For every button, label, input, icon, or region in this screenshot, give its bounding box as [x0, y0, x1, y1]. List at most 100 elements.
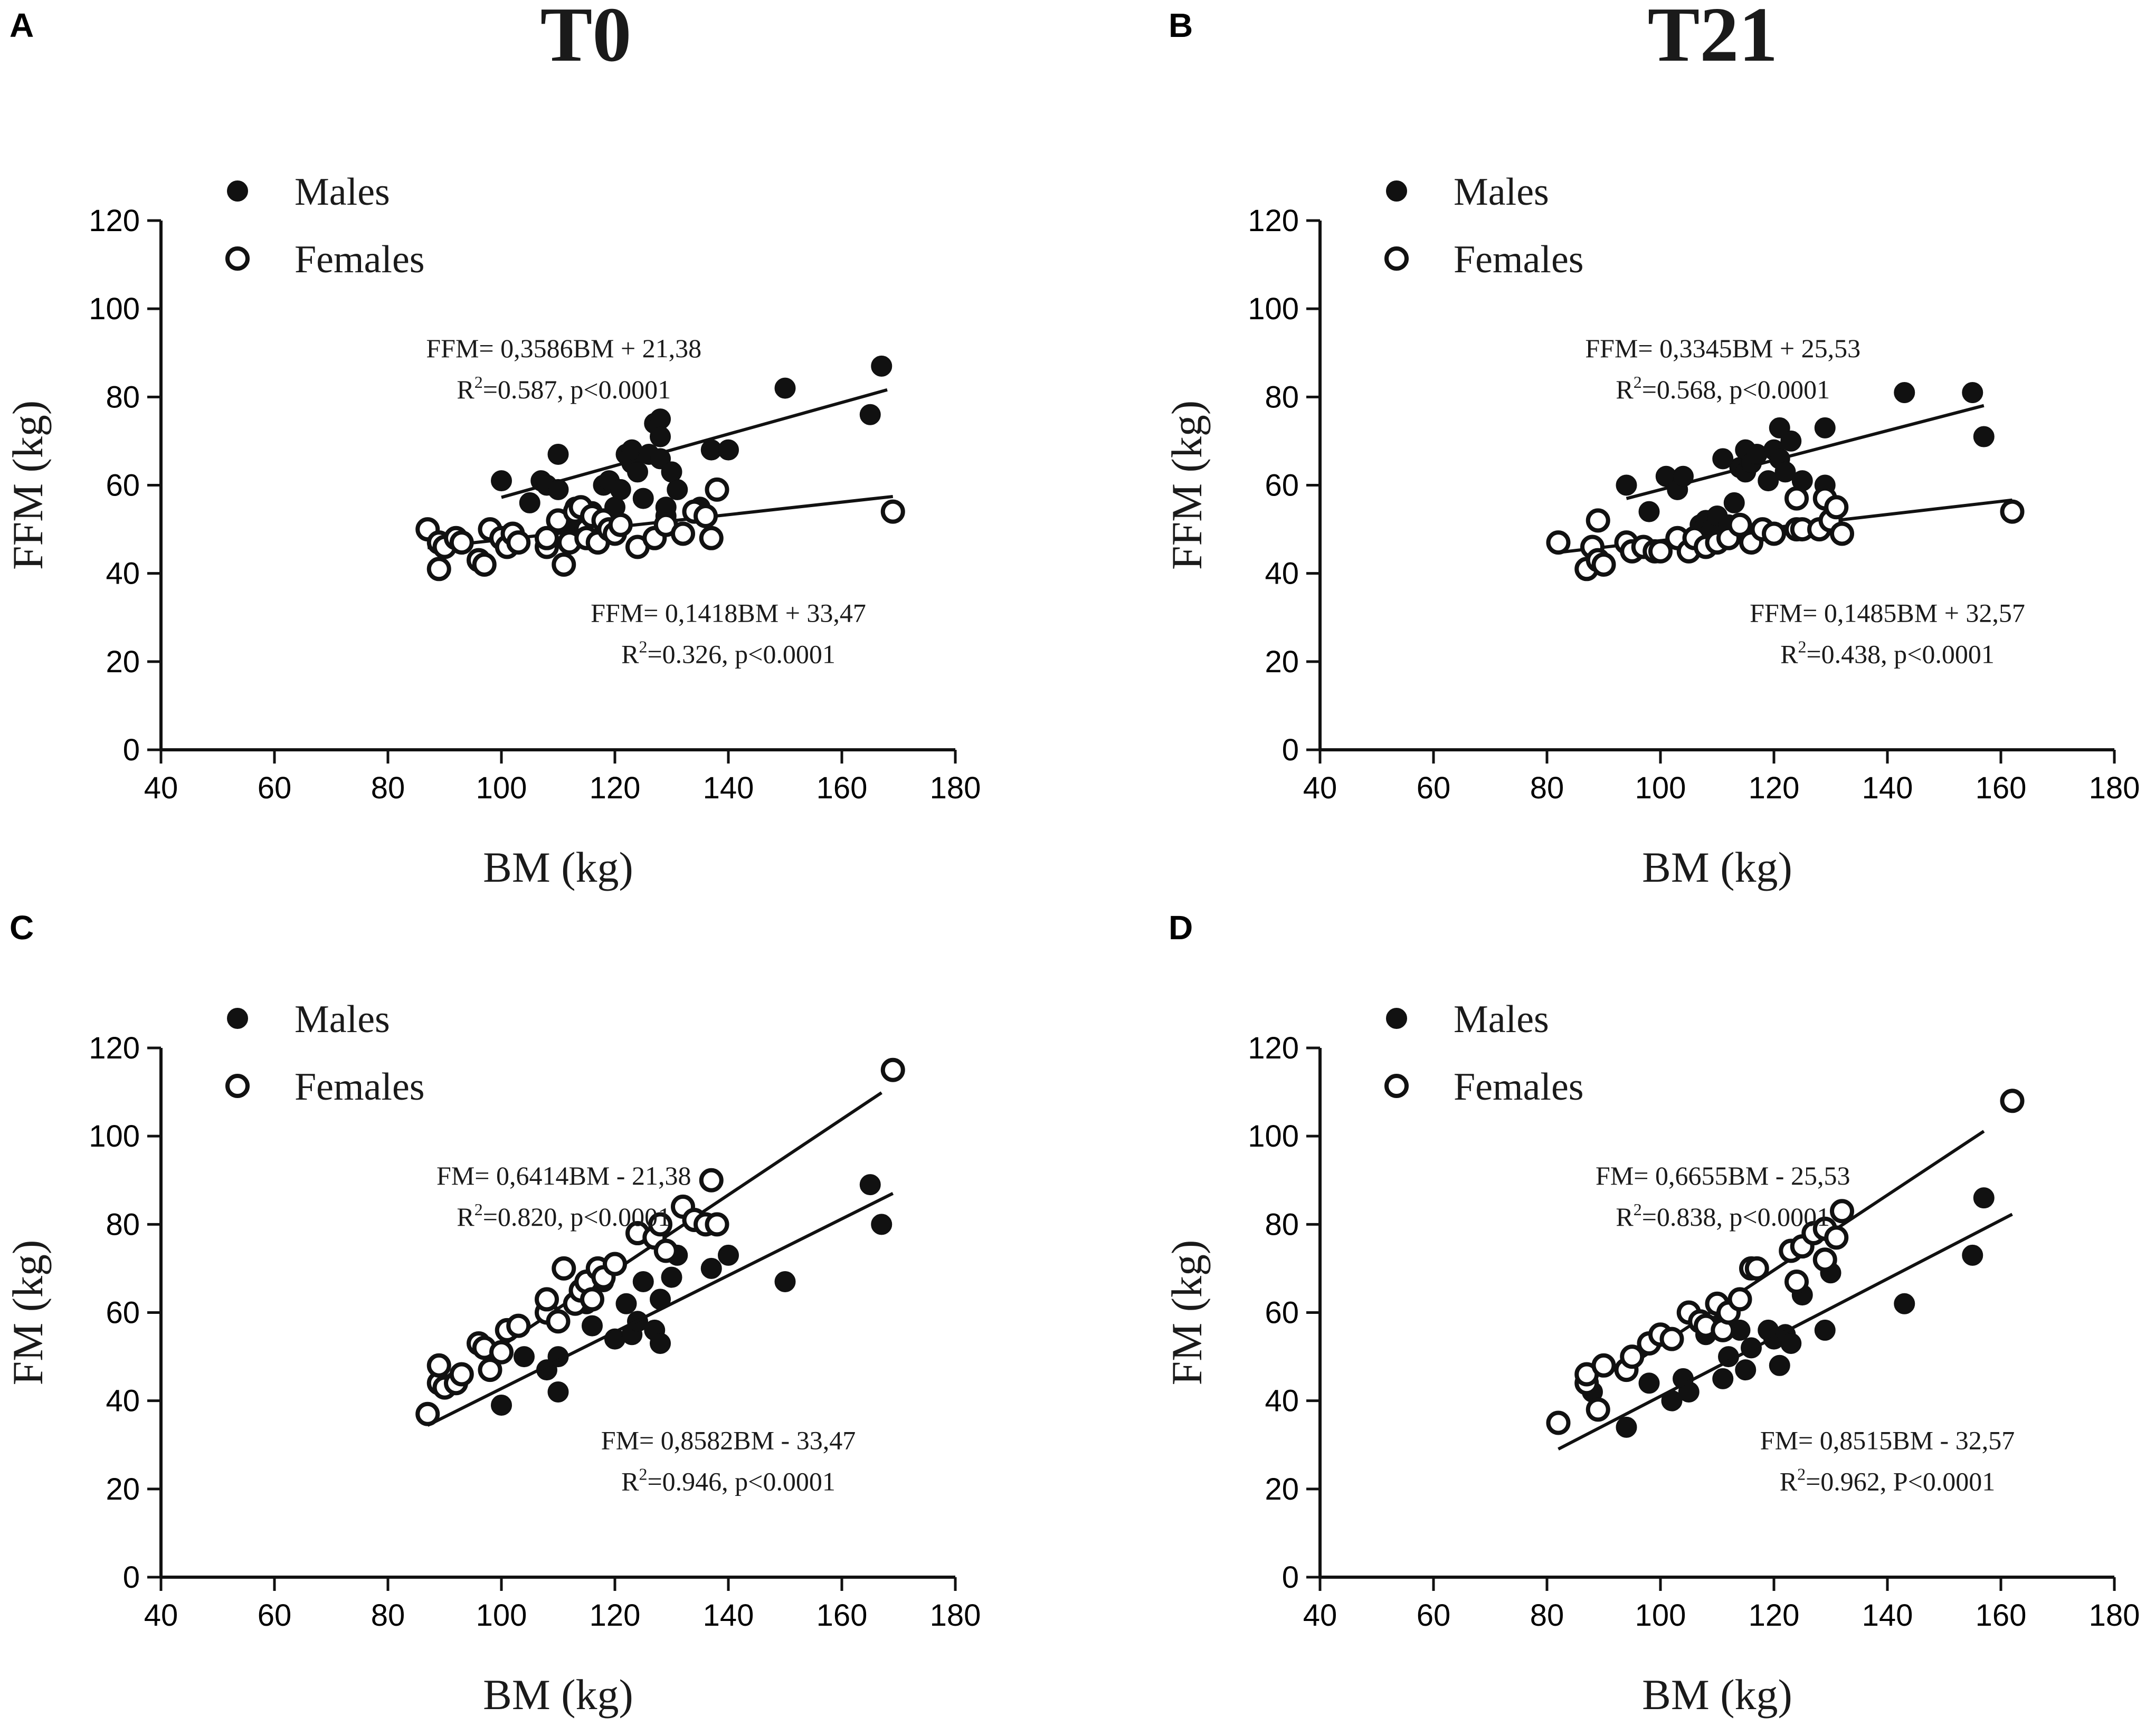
y-tick-label: 40 — [1265, 1384, 1299, 1418]
y-tick-label: 80 — [1265, 380, 1299, 414]
point-females — [1762, 521, 1786, 546]
point-males — [1723, 492, 1745, 513]
point-females — [1586, 1397, 1610, 1422]
r2-males: R2=0.568, p<0.0001 — [1616, 373, 1830, 404]
x-tick-label: 40 — [144, 1598, 178, 1633]
panel-letter-d: D — [1169, 909, 1193, 947]
x-tick-label: 100 — [476, 771, 527, 805]
x-tick-label: 40 — [1303, 1598, 1337, 1633]
equation-males: FM= 0,8515BM - 32,57 — [1760, 1426, 2015, 1455]
fit-line-females — [1558, 1213, 2013, 1451]
x-tick-label: 40 — [1303, 771, 1337, 805]
x-tick-label: 120 — [1749, 771, 1800, 805]
point-males — [661, 461, 682, 483]
legend-label-males: Males — [295, 998, 390, 1041]
point-males — [1673, 465, 1694, 487]
y-axis-title: FM (kg) — [1163, 1240, 1211, 1386]
point-males — [774, 1271, 796, 1292]
point-males — [610, 479, 631, 500]
point-females — [449, 1362, 474, 1387]
point-females — [580, 1287, 604, 1312]
legend-label-males: Males — [295, 170, 390, 214]
equation-males: FFM= 0,3586BM + 21,38 — [426, 333, 701, 363]
equation-females: FFM= 0,1485BM + 32,57 — [1750, 598, 2025, 628]
point-males — [519, 492, 540, 513]
y-tick-label: 120 — [1248, 204, 1299, 238]
y-tick-label: 40 — [106, 557, 140, 591]
x-tick-label: 80 — [371, 1598, 405, 1633]
point-females — [1620, 1344, 1645, 1369]
point-males — [1962, 381, 1983, 403]
y-tick-label: 80 — [106, 380, 140, 414]
x-tick-label: 80 — [371, 771, 405, 805]
point-males — [627, 461, 648, 483]
point-males — [1616, 1416, 1637, 1438]
x-tick-label: 140 — [703, 1598, 754, 1633]
equation-males: FM= 0,8582BM - 33,47 — [601, 1426, 856, 1455]
y-tick-label: 80 — [1265, 1207, 1299, 1242]
legend-marker-females — [1384, 246, 1409, 271]
panel-letter-a: A — [10, 6, 34, 44]
y-tick-label: 80 — [106, 1207, 140, 1242]
point-females — [535, 1287, 559, 1312]
column-title-t21: T21 — [1648, 0, 1778, 78]
x-axis-title: BM (kg) — [483, 843, 633, 891]
point-females — [705, 477, 729, 502]
point-males — [1780, 430, 1802, 452]
x-tick-label: 160 — [817, 1598, 868, 1633]
y-tick-label: 100 — [1248, 1119, 1299, 1153]
point-females — [478, 1358, 502, 1382]
legend-marker-males — [1386, 1008, 1407, 1029]
point-females — [426, 1353, 451, 1378]
legend-label-females: Females — [295, 238, 425, 281]
point-males — [1774, 461, 1796, 483]
point-males — [1758, 470, 1779, 492]
point-females — [699, 526, 724, 550]
point-males — [661, 1266, 682, 1288]
panel-b: 0 20 40 60 80 100 120 40 60 80 100 120 140 160 180 BM (… — [1163, 170, 2140, 891]
y-tick-label: 40 — [1265, 557, 1299, 591]
point-females — [648, 1212, 672, 1237]
point-males — [547, 443, 569, 465]
y-tick-label: 0 — [1282, 1560, 1299, 1595]
point-males — [491, 470, 512, 492]
point-females — [1591, 552, 1616, 577]
point-males — [615, 1293, 637, 1314]
point-males — [632, 488, 654, 509]
legend-label-females: Females — [1454, 1065, 1584, 1109]
column-title-t0: T0 — [540, 0, 632, 78]
point-males — [1735, 1359, 1757, 1381]
x-tick-label: 80 — [1530, 1598, 1564, 1633]
x-tick-label: 80 — [1530, 771, 1564, 805]
legend-label-females: Females — [1454, 238, 1584, 281]
legend-label-females: Females — [295, 1065, 425, 1109]
point-females — [608, 512, 633, 537]
panel-c: 0 20 40 60 80 100 120 40 60 80 100 120 140 160 180 BM (… — [4, 998, 981, 1719]
point-females — [552, 1256, 576, 1281]
legend-marker-males — [227, 180, 248, 202]
panel-d: 0 20 40 60 80 100 120 40 60 80 100 120 140 160 180 BM (… — [1163, 998, 2140, 1719]
point-females — [1830, 521, 1854, 546]
y-axis-title: FM (kg) — [4, 1240, 52, 1386]
y-tick-label: 100 — [89, 1119, 140, 1153]
point-females — [1824, 1225, 1849, 1250]
point-females — [880, 499, 905, 524]
point-males — [718, 439, 739, 461]
y-tick-label: 0 — [123, 733, 140, 767]
point-males — [1894, 381, 1915, 403]
point-females — [1546, 530, 1571, 555]
y-axis-title: FFM (kg) — [1163, 400, 1211, 570]
x-axis-title: BM (kg) — [483, 1671, 633, 1719]
x-tick-label: 100 — [1635, 771, 1686, 805]
point-males — [871, 1214, 893, 1235]
x-tick-label: 180 — [930, 1598, 981, 1633]
point-females — [472, 552, 497, 577]
x-tick-label: 60 — [258, 1598, 292, 1633]
equation-females: FM= 0,6655BM - 25,53 — [1596, 1161, 1850, 1190]
fit-line-females — [426, 1192, 894, 1427]
point-females — [489, 1340, 514, 1365]
y-tick-label: 20 — [1265, 645, 1299, 679]
x-tick-label: 160 — [1976, 1598, 2027, 1633]
point-males — [1973, 1187, 1995, 1209]
x-axis-title: BM (kg) — [1642, 843, 1792, 891]
